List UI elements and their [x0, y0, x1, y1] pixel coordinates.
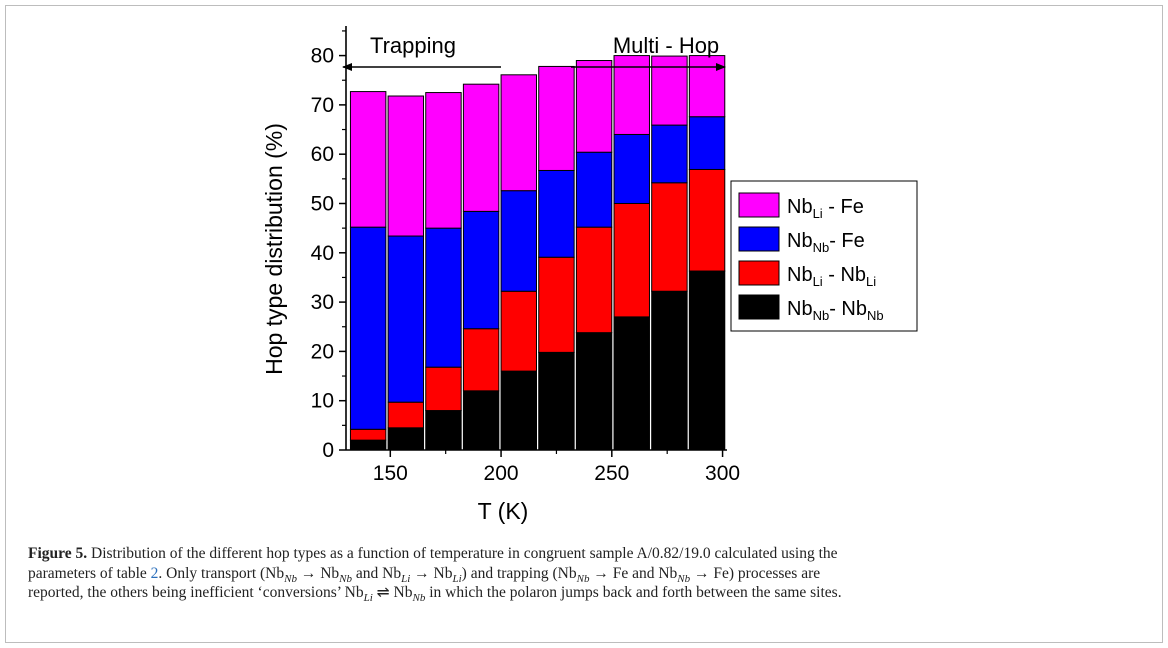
bar-segment-0-8	[651, 290, 688, 451]
caption-text: and	[352, 564, 383, 582]
legend-swatch	[738, 192, 780, 218]
bar-segment-1-7	[613, 202, 650, 318]
annotation-multihop-label: Multi - Hop	[613, 33, 719, 58]
bar-segment-3-3	[462, 83, 500, 212]
legend-swatch	[738, 260, 780, 286]
bar-segment-0-2	[425, 410, 462, 451]
legend: NbLi - Fe NbNb- Fe NbLi - NbLi NbNb- NbNb	[730, 180, 918, 332]
x-tick-label: 300	[705, 462, 740, 485]
bar-segment-1-9	[688, 168, 726, 272]
caption-text: ) and trapping (	[461, 564, 558, 582]
bar-segment-2-1	[387, 235, 425, 403]
y-tick-label: 50	[311, 192, 334, 215]
y-tick-label: 70	[311, 94, 334, 117]
bar-segment-1-5	[538, 256, 575, 353]
caption-text: Fe	[713, 564, 729, 582]
annotation-trapping: Trapping	[342, 33, 501, 71]
bar-segment-3-5	[538, 65, 575, 171]
bar-segment-3-4	[500, 74, 537, 192]
legend-label: NbLi - Fe	[787, 196, 864, 221]
caption-text: and	[628, 564, 659, 582]
caption-arrow: →	[589, 564, 613, 582]
legend-label: NbNb- Fe	[787, 230, 865, 255]
y-tick-label: 20	[311, 340, 334, 363]
x-axis-label: T (K)	[478, 498, 529, 524]
bar-segment-0-4	[500, 370, 537, 451]
bar-segment-0-5	[538, 351, 575, 451]
x-tick-label: 150	[373, 462, 408, 485]
bar-segment-2-9	[688, 116, 726, 170]
bar-segment-1-4	[500, 290, 537, 372]
bar-segment-0-3	[462, 390, 500, 451]
caption-text: Fe	[612, 564, 629, 582]
bar-segment-2-0	[349, 226, 387, 430]
y-tick-label: 0	[322, 439, 334, 462]
figure-caption: Figure 5. Distribution of the different …	[28, 545, 842, 605]
legend-swatch	[738, 294, 780, 320]
caption-arrow: →	[296, 564, 321, 582]
bar-segment-2-2	[425, 227, 462, 368]
bar-segment-1-1	[387, 401, 425, 429]
bar-segment-0-7	[613, 316, 650, 451]
ticks-group: 0 10 20 30 40 50 60 70 80 150 200 250 300	[311, 30, 740, 485]
y-tick-label: 60	[311, 143, 334, 166]
bar-segment-2-5	[538, 169, 575, 258]
legend-label: NbNb- NbNb	[787, 298, 884, 323]
annotation-trapping-label: Trapping	[370, 33, 456, 58]
bar-segment-2-8	[651, 124, 688, 184]
caption-text: . Only transport (Nb	[158, 564, 285, 582]
caption-sub: Li	[401, 572, 411, 585]
caption-label: Figure 5.	[28, 545, 88, 562]
legend-swatch	[738, 226, 780, 252]
bar-segment-1-8	[651, 182, 688, 292]
bar-segment-3-7	[613, 55, 650, 135]
bar-segment-0-6	[575, 332, 613, 451]
bar-segment-2-4	[500, 190, 537, 292]
bar-segment-3-0	[349, 91, 387, 228]
x-tick-label: 250	[594, 462, 629, 485]
bar-segment-2-6	[575, 151, 613, 228]
caption-equilibrium: ⇌	[372, 584, 394, 601]
bar-segment-1-0	[349, 428, 387, 441]
caption-sub: Nb	[284, 572, 297, 585]
x-tick-label: 200	[484, 462, 519, 485]
figure-frame: 0 10 20 30 40 50 60 70 80 150 200 250 300 Hop type d…	[5, 5, 1163, 643]
y-axis-label: Hop type distribution (%)	[261, 123, 287, 375]
bar-segment-1-3	[462, 328, 500, 392]
bar-segment-1-6	[575, 226, 613, 334]
bar-segment-2-3	[462, 210, 500, 330]
bar-segment-2-7	[613, 133, 650, 204]
bar-segment-1-2	[425, 366, 462, 412]
caption-arrow: →	[690, 564, 714, 582]
stacked-bar-chart: 0 10 20 30 40 50 60 70 80 150 200 250 300 Hop type d…	[261, 26, 918, 524]
caption-arrow: →	[410, 564, 434, 582]
caption-line1: Distribution of the different hop types …	[87, 545, 838, 562]
bar-segment-3-9	[688, 55, 726, 118]
axes-group	[345, 26, 727, 451]
caption-line3-end: in which the polaron jumps back and fort…	[425, 584, 842, 601]
caption-sub: Nb	[677, 572, 691, 585]
table-reference-link[interactable]: 2	[150, 564, 159, 582]
legend-label: NbLi - NbLi	[787, 264, 876, 289]
y-tick-label: 30	[311, 291, 334, 314]
y-tick-label: 10	[311, 390, 334, 413]
y-tick-label: 40	[311, 242, 334, 265]
caption-text: parameters of table	[28, 564, 151, 582]
caption-sub: Nb	[576, 572, 590, 585]
caption-sub: Li	[363, 592, 373, 605]
bars-group	[349, 55, 726, 451]
bar-segment-3-2	[425, 92, 462, 229]
bar-segment-3-6	[575, 60, 613, 153]
caption-sub: Nb	[339, 572, 352, 585]
caption-sub: Nb	[412, 592, 426, 605]
annotation-multihop: Multi - Hop	[571, 33, 726, 71]
bar-segment-0-9	[688, 270, 726, 451]
caption-sub: Li	[452, 572, 462, 585]
caption-line3: reported, the others being inefficient ‘…	[28, 584, 364, 601]
bar-segment-0-0	[349, 439, 387, 451]
y-tick-label: 80	[311, 45, 334, 68]
bar-segment-0-1	[387, 427, 425, 451]
bar-segment-3-1	[387, 95, 425, 237]
caption-text: ) processes are	[728, 564, 821, 582]
